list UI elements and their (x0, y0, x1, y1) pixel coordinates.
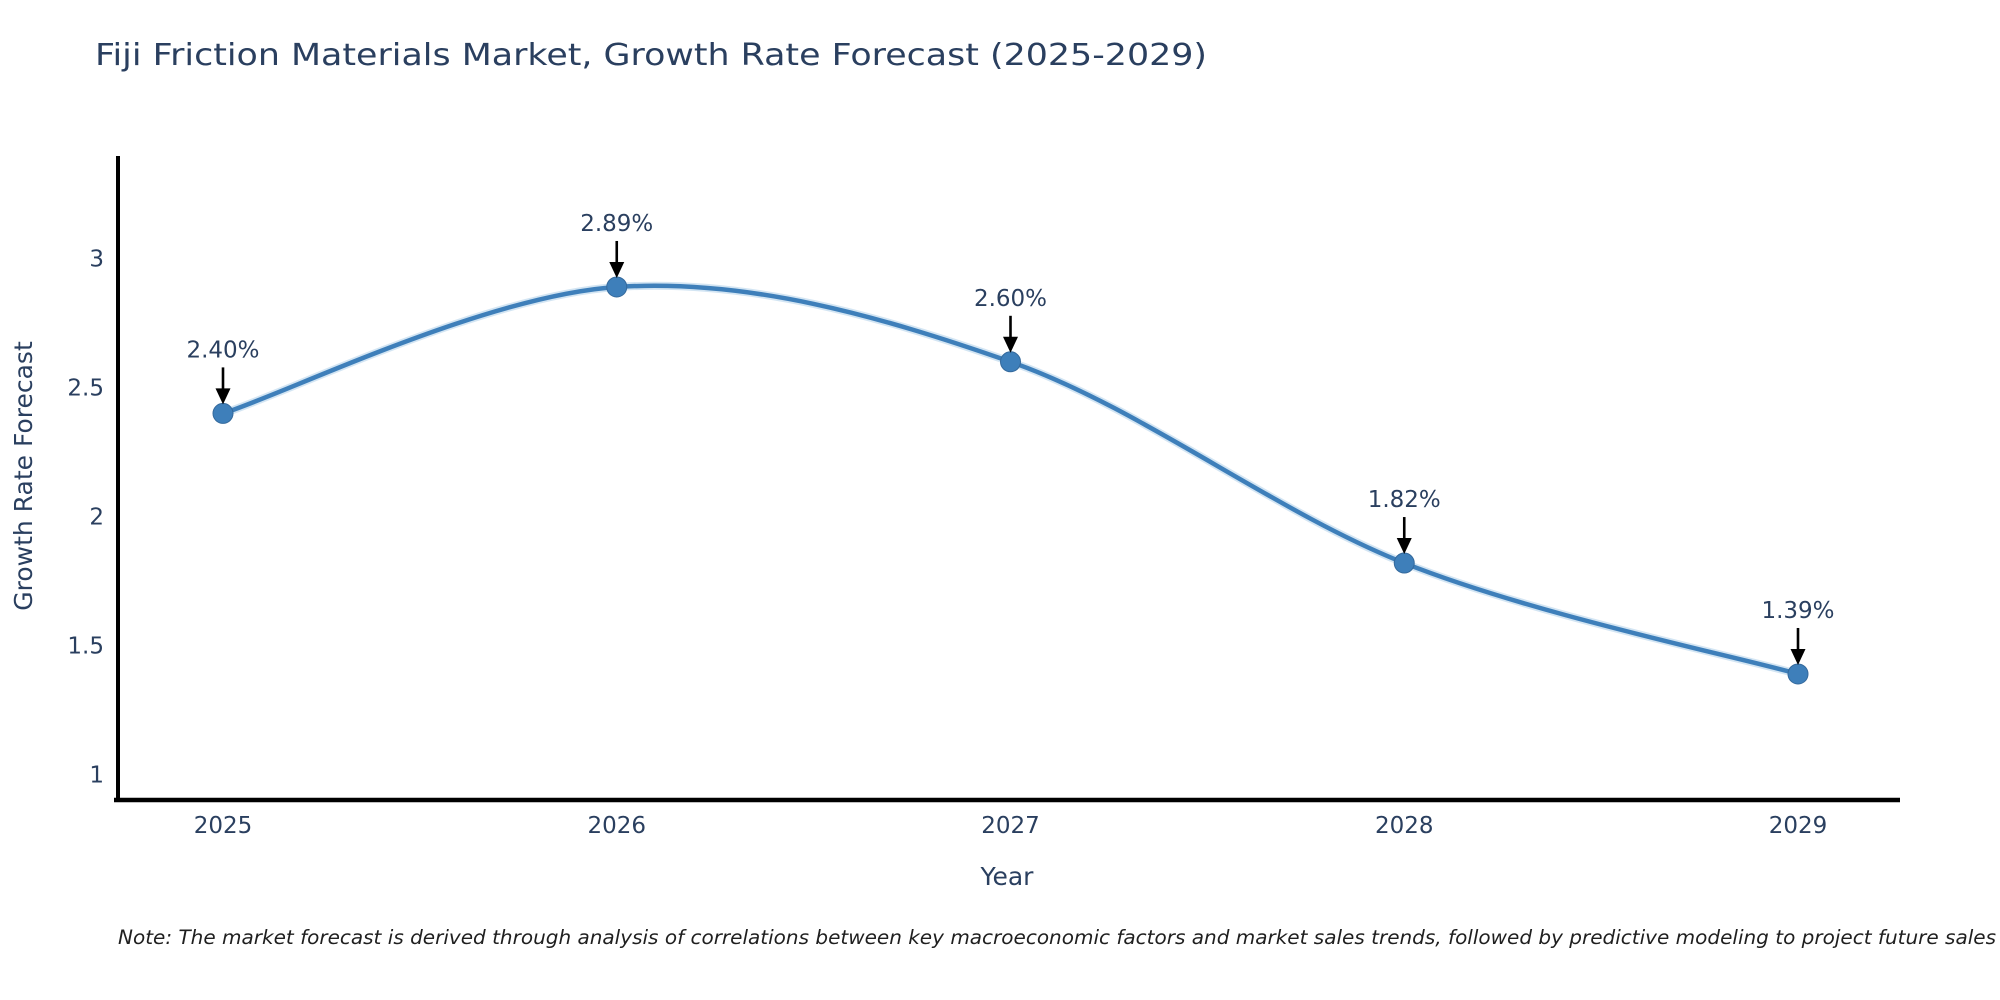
y-tick-label: 1 (89, 763, 104, 789)
x-tick-label: 2026 (587, 813, 646, 839)
y-tick-label: 2.5 (67, 376, 104, 402)
data-point-marker (212, 402, 234, 424)
x-tick-label: 2029 (1769, 813, 1828, 839)
annotation-label: 2.60% (974, 286, 1047, 312)
y-axis-title: Growth Rate Forecast (9, 341, 38, 611)
point-annotation: 1.39% (1761, 598, 1835, 665)
x-axis-tick-labels: 2025 2026 2027 2028 2029 (194, 813, 1828, 839)
y-tick-label: 1.5 (67, 634, 104, 660)
x-tick-label: 2028 (1375, 813, 1434, 839)
annotation-label: 1.39% (1761, 598, 1834, 624)
annotation-arrow-head (1003, 336, 1018, 353)
point-annotation: 2.40% (186, 337, 260, 405)
point-annotations: 2.40% 2.89% 2.60% 1.82% 1.39% (186, 211, 1835, 665)
x-tick-label: 2027 (981, 813, 1040, 839)
x-axis-title: Year (980, 862, 1035, 891)
data-point-marker (1000, 351, 1021, 373)
annotation-arrow-head (215, 388, 231, 405)
point-annotation: 2.60% (974, 286, 1047, 353)
annotation-label: 2.40% (186, 337, 259, 363)
y-tick-label: 2 (89, 505, 104, 531)
chart-title: Fiji Friction Materials Market, Growth R… (95, 38, 1207, 73)
annotation-label: 1.82% (1368, 487, 1441, 513)
point-annotation: 1.82% (1368, 487, 1441, 555)
data-point-marker (1787, 663, 1809, 685)
annotation-arrow-head (1396, 538, 1412, 555)
data-point-marker (1393, 552, 1415, 574)
annotation-arrow-head (609, 261, 625, 278)
point-annotation: 2.89% (580, 211, 653, 278)
data-point-marker (606, 276, 628, 298)
y-tick-label: 3 (89, 247, 104, 273)
x-tick-label: 2025 (194, 813, 253, 839)
annotation-arrow-head (1790, 648, 1806, 665)
footnote: Note: The market forecast is derived thr… (118, 926, 1996, 949)
y-axis-tick-labels: 1 1.5 2 2.5 3 (67, 247, 104, 789)
annotation-label: 2.89% (580, 211, 653, 237)
